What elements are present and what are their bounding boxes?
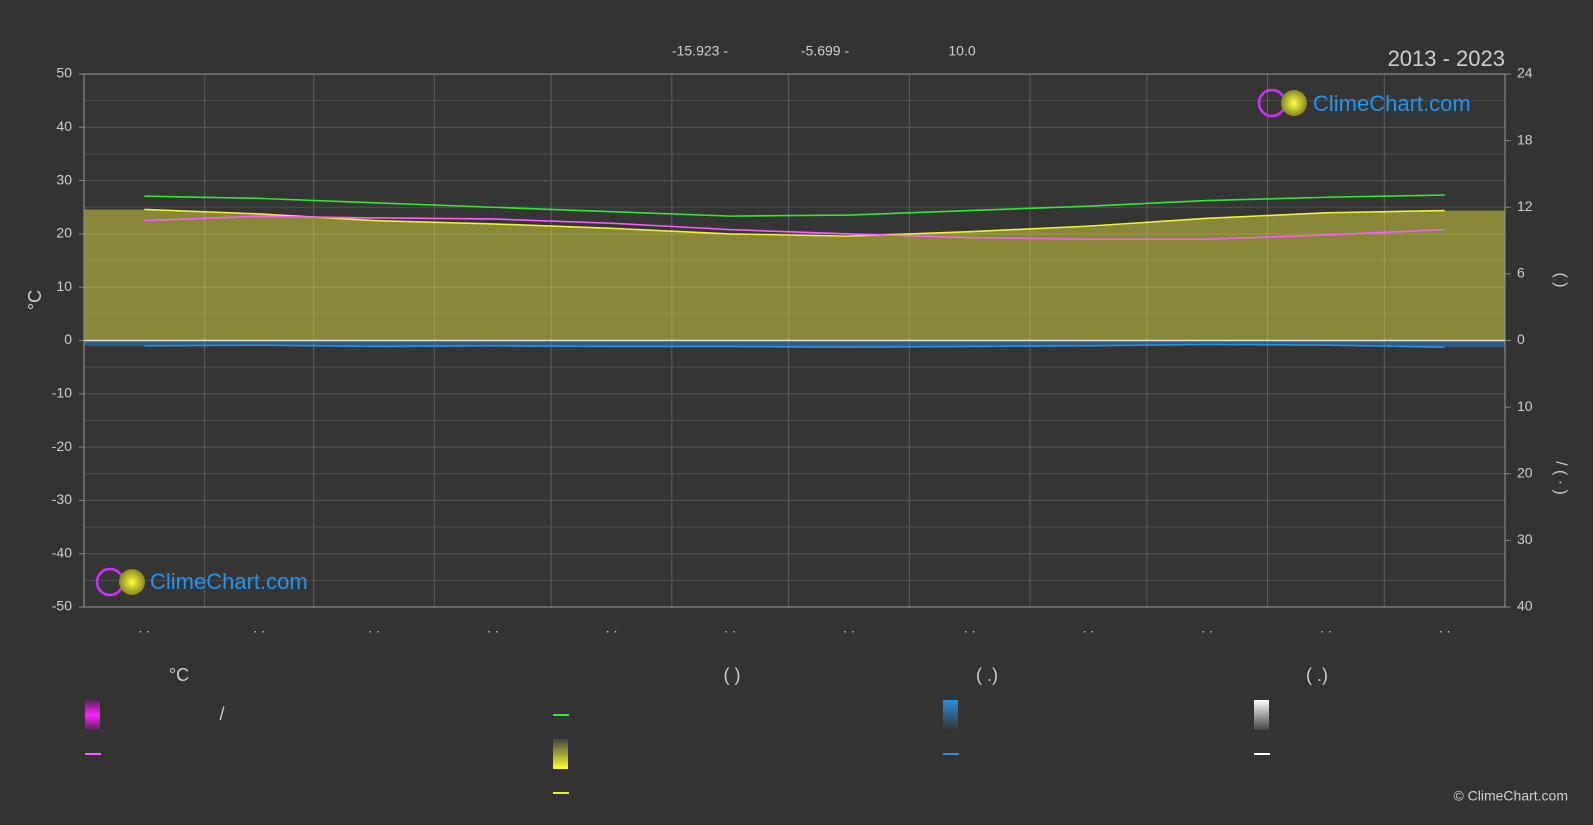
x-tick-label: . . [843,620,855,636]
legend-lines [85,714,959,794]
y3-tick-label: 30 [1517,531,1533,547]
series-line [144,194,1445,217]
y-tick-label: -10 [52,385,72,401]
y-tick-label: -40 [52,544,72,560]
y-tick-label: 50 [56,65,72,81]
y3-tick-label: 10 [1517,398,1533,414]
y3-axis-label: / ( · ) [1552,461,1569,495]
y2-tick-label: 18 [1517,131,1533,147]
logo-sun [1281,90,1307,116]
y2-tick-label: 0 [1517,331,1525,347]
y2-tick-label: 6 [1517,265,1525,281]
legend-header: ( ) [724,665,741,685]
y2-tick-label: 24 [1517,65,1533,81]
x-tick-label: . . [368,620,380,636]
y2-axis-label: ( ) [1552,272,1569,287]
logo: ClimeChart.com ClimeChart.com [95,88,1471,597]
plot-area: 50 40 30 20 10 0 -10 -20 -30 -40 -50 0 6 12 18 24 10 20 30… [52,65,1533,636]
legend-swatch [1254,700,1269,730]
x-tick-label: . . [724,620,736,636]
y2-tick-label: 12 [1517,198,1533,214]
watermark: ClimeChart.com [150,569,308,594]
y-tick-label: 20 [56,225,72,241]
y-axis-label: °C [25,290,45,310]
x-tick-label: . . [1201,620,1213,636]
legend-header: °C [169,665,189,685]
legend-swatch [553,739,568,769]
period-title: 2013 - 2023 [1388,46,1505,71]
plot-frame [83,73,1506,608]
y-tick-label: 0 [64,331,72,347]
header-label: -15.923 - [672,43,728,59]
y-tick-label: -30 [52,491,72,507]
y-tick-label: 40 [56,118,72,134]
header-label: 10.0 [948,43,975,59]
y-tick-label: 30 [56,171,72,187]
legend: °C ( ) ( .) ( .) / [85,665,1328,794]
copyright: © ClimeChart.com [1453,788,1568,804]
x-tick-label: . . [487,620,499,636]
x-tick-label: . . [139,620,151,636]
legend-header: ( .) [1306,665,1328,685]
x-tick-label: . . [606,620,618,636]
x-tick-label: . . [1083,620,1095,636]
y-tick-label: -50 [52,598,72,614]
legend-swatch [85,700,100,730]
x-tick-label: . . [964,620,976,636]
legend-separator: / [219,704,224,724]
logo-sun [119,569,145,595]
header-label: -5.699 - [801,43,850,59]
x-tick-label: . . [253,620,265,636]
area [84,209,1505,341]
series-line [144,215,1445,241]
y3-tick-label: 20 [1517,464,1533,480]
series-line [144,208,1445,237]
y3-tick-label: 40 [1517,598,1533,614]
watermark: ClimeChart.com [1313,91,1471,116]
y-tick-label: 10 [56,278,72,294]
legend-swatch [943,700,958,730]
x-tick-label: . . [1439,620,1451,636]
y-tick-label: -20 [52,438,72,454]
x-tick-label: . . [1320,620,1332,636]
legend-header: ( .) [976,665,998,685]
series-line [144,343,1445,348]
